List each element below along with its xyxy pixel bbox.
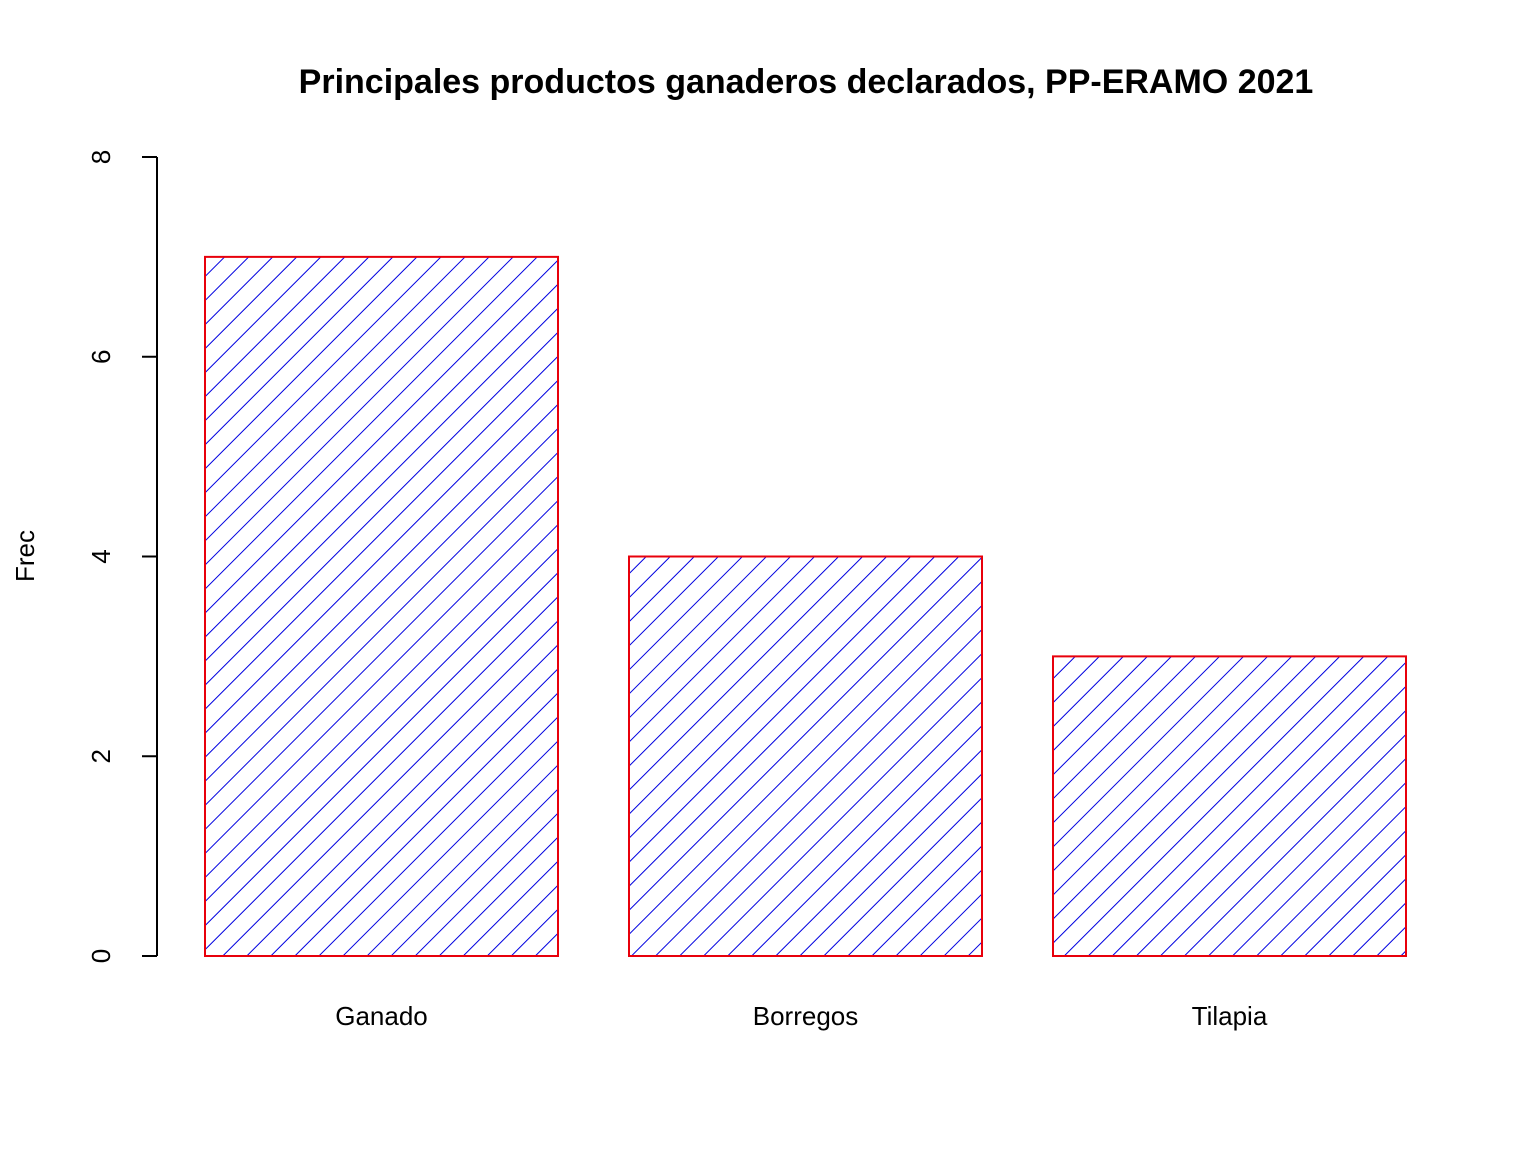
- y-axis: 0 2 4 6 8: [86, 150, 158, 963]
- y-tick-label: 6: [86, 350, 116, 364]
- x-category-label: Tilapia: [1192, 1001, 1268, 1031]
- y-tick-label: 4: [86, 549, 116, 563]
- y-axis-title: Frec: [10, 530, 40, 582]
- chart-title: Principales productos ganaderos declarad…: [299, 63, 1314, 101]
- y-tick-label: 8: [86, 150, 116, 164]
- bar-borregos: [628, 555, 983, 957]
- bars: [204, 255, 1407, 957]
- category-labels: Ganado Borregos Tilapia: [335, 1001, 1268, 1031]
- y-tick-label: 0: [86, 949, 116, 963]
- bar-ganado: [204, 255, 559, 957]
- x-category-label: Ganado: [335, 1001, 428, 1031]
- y-tick-label: 2: [86, 749, 116, 763]
- x-category-label: Borregos: [753, 1001, 859, 1031]
- bar-tilapia: [1052, 655, 1407, 957]
